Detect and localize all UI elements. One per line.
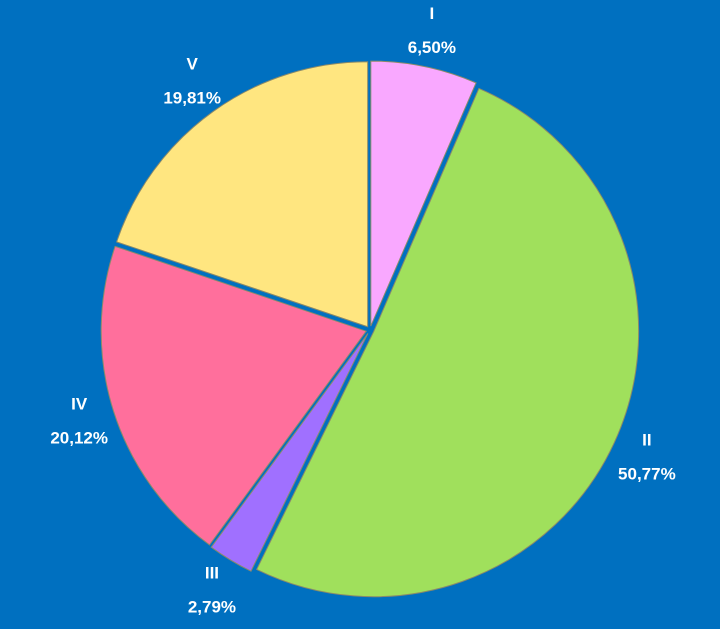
slice-name: I [429, 4, 434, 23]
slice-name: IV [71, 394, 88, 413]
slice-value-label: 2,79% [188, 597, 236, 616]
slice-value-label: 50,77% [618, 464, 676, 483]
slice-name: III [205, 563, 219, 582]
pie-slice [100, 245, 367, 546]
slice-value-label: 6,50% [408, 38, 456, 57]
pie-slice [115, 61, 369, 328]
slice-name: II [642, 430, 651, 449]
pie-slice [210, 333, 369, 572]
slice-value-label: 19,81% [163, 89, 221, 108]
slice-value-label: 20,12% [50, 428, 108, 447]
slice-name: V [187, 55, 199, 74]
pie-slice [370, 60, 477, 327]
pie-slice [255, 87, 640, 598]
